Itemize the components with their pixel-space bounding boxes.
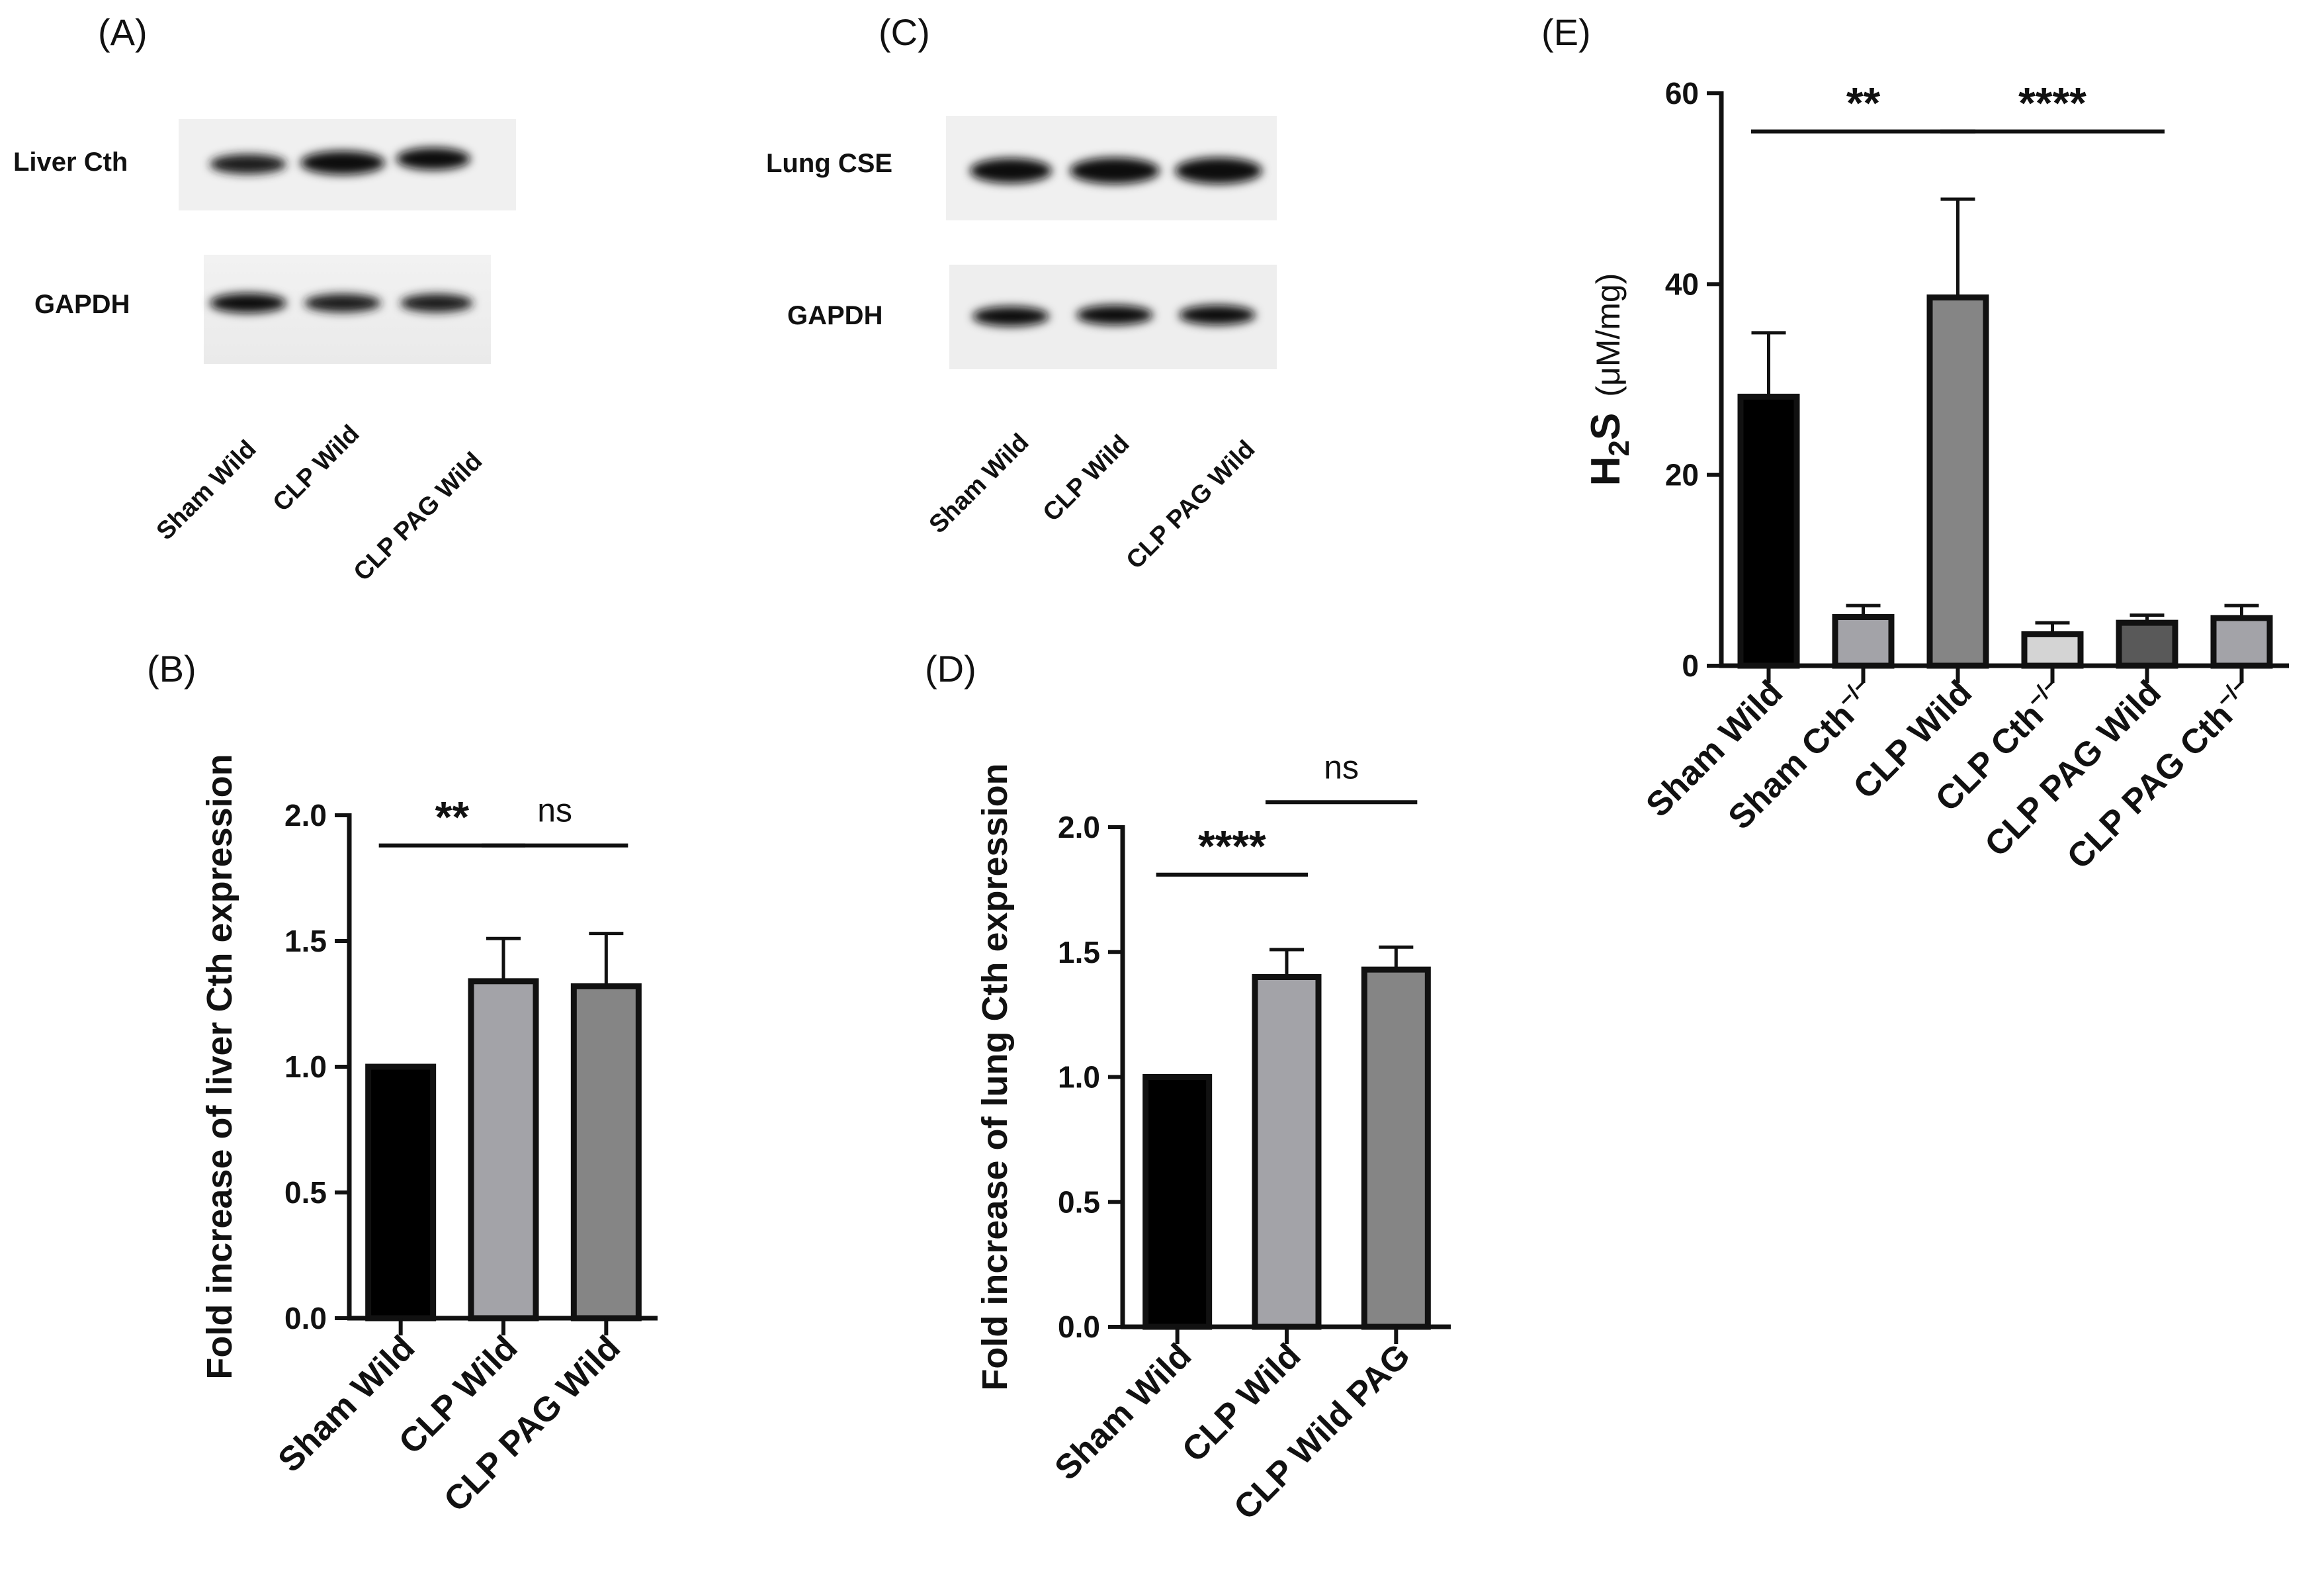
bar — [1926, 294, 1989, 669]
category-text: Sham Wild — [1048, 1336, 1199, 1488]
bar — [1252, 974, 1322, 1330]
band — [210, 154, 286, 174]
y-tick-label: 1.5 — [1058, 935, 1100, 969]
bar — [365, 1063, 437, 1322]
blot-a-row2 — [204, 255, 491, 364]
blot-a-row1-label: Liver Cth — [13, 148, 128, 177]
blot-a-row2-label: GAPDH — [34, 290, 130, 319]
band — [304, 294, 381, 312]
category-text: CLP PAG Wild — [437, 1328, 628, 1519]
y-tick-label: 1.0 — [284, 1050, 327, 1084]
lane-label: CLP Wild — [268, 420, 365, 517]
band — [396, 148, 470, 170]
blot-c-row1 — [946, 116, 1277, 220]
y-tick-label: 2.0 — [284, 798, 327, 832]
panel-label: (E) — [1541, 11, 1591, 53]
category-label: Sham Wild — [1048, 1336, 1199, 1488]
panel-a-label: (A) — [98, 11, 148, 53]
y-axis-label-s: S — [1583, 413, 1629, 440]
bar — [468, 978, 539, 1322]
panel-a: (A) Liver Cth GAPDH Sham Wild CLP Wild C… — [13, 11, 516, 586]
significance-label: **** — [2018, 79, 2087, 128]
bar — [1142, 1074, 1213, 1330]
y-tick-label: 1.5 — [284, 924, 327, 958]
significance-label: **** — [1198, 822, 1266, 871]
significance-label: ** — [1846, 79, 1881, 128]
band — [300, 151, 385, 175]
y-tick-label: 40 — [1665, 267, 1699, 301]
y-tick-label: 0.5 — [1058, 1185, 1100, 1219]
category-text: Sham Wild — [271, 1328, 423, 1480]
panel-c-label: (C) — [879, 11, 930, 53]
y-tick-label: 2.0 — [1058, 810, 1100, 844]
lane-label: CLP Wild — [1038, 429, 1135, 527]
y-tick-label: 20 — [1665, 458, 1699, 492]
blot-c-row2 — [949, 265, 1277, 369]
panel-label: (B) — [147, 648, 196, 690]
band — [210, 293, 286, 313]
y-axis-label-unit: (μM/mg) — [1590, 273, 1627, 397]
panel-label: (D) — [925, 648, 976, 690]
significance-label: ns — [1324, 748, 1359, 785]
bar — [1361, 966, 1431, 1330]
y-axis-label: Fold increase of lung Cth expression — [975, 763, 1015, 1390]
y-tick-label: 1.0 — [1058, 1060, 1100, 1095]
bar — [570, 983, 642, 1322]
y-tick-label: 60 — [1665, 76, 1699, 111]
lane-label: CLP PAG Wild — [349, 447, 488, 587]
blot-c-row1-label: Lung CSE — [766, 149, 892, 178]
blot-c-row2-label: GAPDH — [787, 301, 882, 330]
y-tick-label: 0.5 — [284, 1175, 327, 1210]
y-axis-label: Fold increase of liver Cth expression — [200, 754, 239, 1379]
significance-label: ns — [537, 792, 572, 829]
bar — [1832, 613, 1895, 669]
band — [1076, 305, 1153, 325]
bar — [1737, 393, 1800, 669]
band — [1175, 157, 1262, 184]
blot-a-row1 — [179, 119, 516, 210]
panel-c: (C) Lung CSE GAPDH Sham Wild CLP Wild CL… — [766, 11, 1277, 574]
bar — [2021, 631, 2084, 669]
bar — [2116, 619, 2178, 669]
significance-label: ** — [435, 793, 470, 842]
band — [972, 306, 1049, 326]
y-axis-label-h: H — [1583, 457, 1629, 486]
lane-label: Sham Wild — [924, 429, 1035, 539]
y-tick-label: 0 — [1682, 649, 1699, 683]
y-axis-label: H2S (μM/mg) — [1583, 273, 1635, 486]
category-label: CLP PAG Wild — [437, 1328, 628, 1519]
y-tick-label: 0.0 — [1058, 1310, 1100, 1344]
y-axis-label-sub: 2 — [1603, 440, 1635, 456]
lane-label: CLP PAG Wild — [1121, 435, 1261, 575]
y-tick-label: 0.0 — [284, 1301, 327, 1335]
bar — [2210, 615, 2273, 669]
category-label: Sham Wild — [271, 1328, 423, 1480]
band — [400, 294, 473, 312]
band — [1070, 157, 1160, 184]
band — [970, 158, 1052, 183]
category-text: CLP PAG Cth — [2060, 696, 2241, 877]
lane-label: Sham Wild — [151, 435, 262, 546]
band — [1179, 305, 1256, 325]
